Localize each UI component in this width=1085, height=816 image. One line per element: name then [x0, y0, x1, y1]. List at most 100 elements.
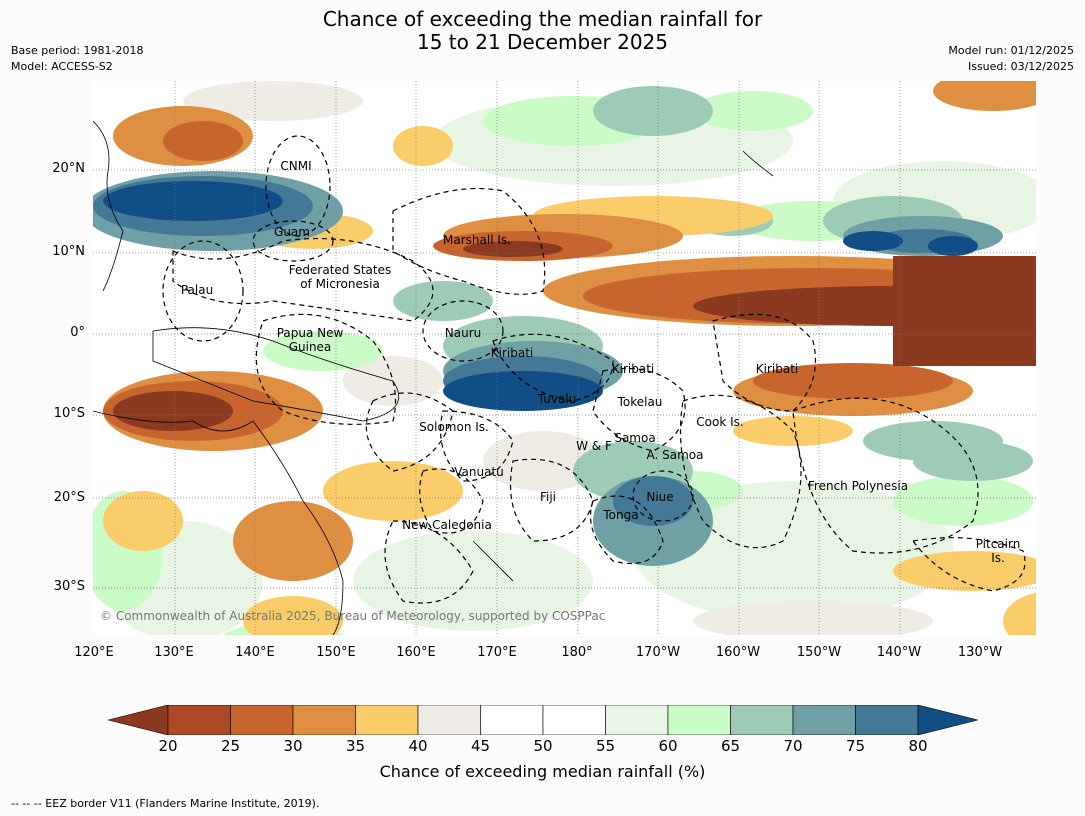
- coast-australia: [93, 410, 344, 635]
- lat-tick-20n: 20°N: [52, 161, 85, 176]
- eez-guam: [252, 220, 334, 262]
- lon-tick-140w: 140°W: [876, 645, 922, 660]
- map-canvas: [93, 81, 1036, 635]
- eez-png: [255, 313, 396, 425]
- colorbar-swatch-35: [355, 704, 419, 736]
- eez-pitcairn: [911, 537, 1026, 592]
- colorbar-label-45: 45: [470, 737, 491, 755]
- coast-hawaii: [742, 150, 774, 177]
- label-png: Papua New Guinea: [277, 326, 344, 354]
- eez-footnote: -- -- -- EEZ border V11 (Flanders Marine…: [11, 797, 320, 810]
- colorbar-svg: [107, 704, 979, 736]
- lon-tick-130e: 130°E: [154, 645, 194, 660]
- colorbar-swatch-60: [667, 704, 731, 736]
- colorbar-swatch-65: [730, 704, 794, 736]
- colorbar-label-75: 75: [845, 737, 866, 755]
- label-cnmi: CNMI: [280, 159, 312, 173]
- label-guam: Guam: [274, 225, 310, 239]
- colorbar-under-arrow: [107, 704, 169, 736]
- eez-marshall: [392, 187, 546, 295]
- label-cook-islands: Cook Is.: [696, 415, 744, 429]
- eez-kiribati-gilbert: [492, 333, 614, 402]
- colorbar-over-arrow: [917, 704, 979, 736]
- lon-tick-120e: 120°E: [74, 645, 114, 660]
- label-wallis-futuna: W & F: [576, 439, 612, 453]
- colorbar-swatch-45: [480, 704, 544, 736]
- eez-tonga: [589, 495, 664, 565]
- colorbar-label-60: 60: [658, 737, 678, 755]
- colorbar-swatch-50: [542, 704, 606, 736]
- label-marshall-islands: Marshall Is.: [443, 233, 511, 247]
- colorbar-label-65: 65: [720, 737, 741, 755]
- eez-cnmi: [265, 135, 331, 237]
- lat-tick-20s: 20°S: [53, 490, 85, 505]
- issued-date: Issued: 03/12/2025: [967, 60, 1074, 73]
- eez-nauru: [422, 300, 504, 362]
- label-solomon-islands: Solomon Is.: [419, 420, 489, 434]
- lon-tick-150w: 150°W: [796, 645, 842, 660]
- label-nauru: Nauru: [444, 326, 482, 340]
- colorbar-swatch-70: [792, 704, 856, 736]
- label-fsm: Federated States of Micronesia: [289, 263, 391, 291]
- label-tuvalu: Tuvalu: [537, 392, 577, 406]
- colorbar-label-20: 20: [158, 737, 178, 755]
- eez-vanuatu: [419, 468, 484, 534]
- label-pitcairn: Pitcairn Is.: [976, 537, 1021, 565]
- label-french-polynesia: French Polynesia: [807, 479, 909, 493]
- lat-tick-0: 0°: [70, 325, 85, 340]
- colorbar-swatch-20: [167, 704, 231, 736]
- rainfall-map: [93, 81, 1036, 635]
- colorbar-label-70: 70: [783, 737, 803, 755]
- eez-cook: [679, 394, 802, 549]
- coast-asia: [93, 120, 124, 292]
- colorbar-label-25: 25: [220, 737, 241, 755]
- model-run: Model run: 01/12/2025: [948, 44, 1074, 57]
- lon-tick-130w: 130°W: [957, 645, 1003, 660]
- eez-kiribati-phoenix: [592, 367, 686, 452]
- lon-tick-170e: 170°E: [477, 645, 517, 660]
- colorbar-label-80: 80: [908, 737, 928, 755]
- label-vanuatu: Vanuatu: [454, 465, 504, 479]
- label-pitcairn-line1: Pitcairn: [975, 537, 1021, 551]
- label-fsm-line2: of Micronesia: [300, 277, 380, 291]
- label-tokelau: Tokelau: [617, 395, 663, 409]
- title-line-1: Chance of exceeding the median rainfall …: [322, 7, 763, 31]
- lon-tick-160w: 160°W: [715, 645, 761, 660]
- colorbar-swatch-30: [292, 704, 356, 736]
- eez-kiribati-line: [712, 313, 817, 412]
- coast-new-guinea: [152, 327, 399, 422]
- label-american-samoa: A. Samoa: [646, 448, 704, 462]
- shading-dark-blue: [103, 181, 978, 411]
- chart-title: Chance of exceeding the median rainfall …: [0, 8, 1085, 54]
- lon-tick-140e: 140°E: [235, 645, 275, 660]
- eez-borders: [162, 135, 1026, 604]
- label-palau: Palau: [180, 283, 214, 297]
- label-fsm-line1: Federated States: [288, 263, 392, 277]
- colorbar-label-50: 50: [533, 737, 553, 755]
- lon-tick-170w: 170°W: [635, 645, 681, 660]
- graticule: [93, 81, 1036, 635]
- eez-palau: [162, 240, 244, 342]
- colorbar-label-35: 35: [345, 737, 366, 755]
- colorbar-swatch-25: [230, 704, 294, 736]
- colorbar-label-40: 40: [408, 737, 428, 755]
- label-kiribati-east: Kiribati: [755, 362, 799, 376]
- lat-tick-30s: 30°S: [53, 579, 85, 594]
- meta-left: Base period: 1981-2018 Model: ACCESS-S2: [11, 43, 143, 75]
- eez-niue: [632, 470, 694, 522]
- label-tonga: Tonga: [603, 508, 639, 522]
- label-png-line2: Guinea: [288, 340, 332, 354]
- label-new-caledonia: New Caledonia: [402, 518, 492, 532]
- eez-fiji: [509, 458, 594, 542]
- coastlines: [93, 120, 774, 635]
- colorbar-swatch-75: [855, 704, 919, 736]
- colorbar-swatch-55: [605, 704, 669, 736]
- model-name: Model: ACCESS-S2: [11, 60, 113, 73]
- copyright-notice: © Commonwealth of Australia 2025, Bureau…: [100, 609, 606, 623]
- coast-new-caledonia: [472, 540, 514, 582]
- label-pitcairn-line2: Is.: [991, 551, 1005, 565]
- lon-tick-150e: 150°E: [316, 645, 356, 660]
- meta-right: Model run: 01/12/2025 Issued: 03/12/2025: [948, 43, 1074, 75]
- title-line-2: 15 to 21 December 2025: [416, 30, 668, 54]
- lon-tick-160e: 160°E: [396, 645, 436, 660]
